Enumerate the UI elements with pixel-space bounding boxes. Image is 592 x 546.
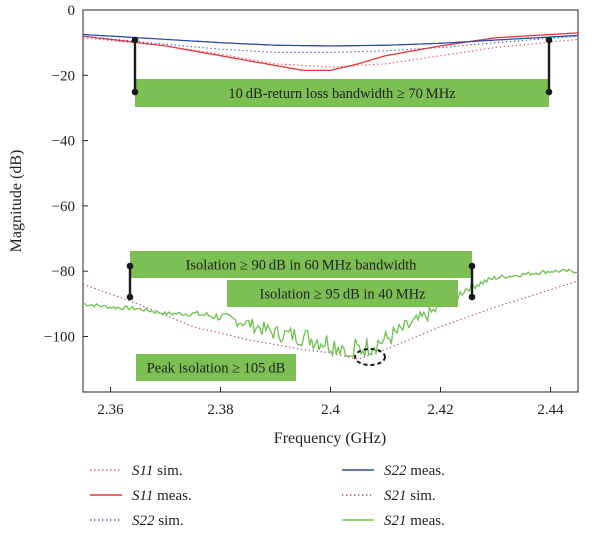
y-tick-label: −40 — [52, 134, 75, 150]
series-s21-meas — [82, 268, 579, 358]
series-s22-sim — [82, 35, 579, 53]
x-tick-label: 2.44 — [537, 402, 564, 418]
annotation-box — [227, 280, 458, 307]
marker-dot — [131, 36, 139, 44]
annotation-text: Isolation ≥ 95 dB in 40 MHz — [259, 287, 426, 303]
x-tick-label: 2.42 — [427, 402, 453, 418]
y-tick-label: −60 — [52, 199, 75, 215]
curves — [82, 32, 579, 360]
legend: S11 sim. S22 meas. S11 meas. S21 sim. S22 si… — [90, 463, 445, 529]
x-tick-label: 2.4 — [321, 402, 340, 418]
annotation-box — [135, 79, 549, 107]
series-s11-meas — [82, 32, 579, 72]
annotation-text: Peak isolation ≥ 105 dB — [147, 361, 286, 377]
x-axis-label: Frequency (GHz) — [274, 430, 386, 447]
y-tick-label: −100 — [44, 329, 75, 345]
marker-dot — [468, 262, 476, 270]
plot-frame — [82, 9, 579, 393]
series-s21-sim — [82, 280, 579, 360]
x-tick-label: 2.38 — [207, 402, 233, 418]
legend-label: S11 sim. — [132, 463, 183, 479]
y-tick-label: −20 — [52, 68, 75, 84]
x-tick-label: 2.36 — [97, 402, 124, 418]
legend-label: S21 sim. — [384, 488, 436, 504]
legend-label: S21 meas. — [384, 513, 445, 529]
legend-label: S11 meas. — [132, 488, 192, 504]
annotation-box — [136, 354, 296, 381]
marker-dot — [545, 36, 553, 44]
y-tick-label: −80 — [52, 264, 75, 280]
y-axis-ticks: 0 −20 −40 −60 −80 −100 — [44, 3, 88, 345]
marker-dot — [545, 88, 553, 96]
legend-label: S22 meas. — [384, 463, 445, 479]
y-axis-label: Magnitude (dB) — [8, 150, 25, 253]
annotations: 10 dB-return loss bandwidth ≥ 70 MHz Isol… — [126, 36, 553, 381]
x-axis-ticks: 2.36 2.38 2.4 2.42 2.44 — [97, 387, 564, 418]
marker-dot — [126, 293, 134, 301]
annotation-text: 10 dB-return loss bandwidth ≥ 70 MHz — [228, 86, 456, 102]
annotation-text: Isolation ≥ 90 dB in 60 MHz bandwidth — [186, 258, 418, 274]
peak-isolation-ellipse — [354, 348, 386, 366]
marker-dot — [468, 293, 476, 301]
marker-dot — [131, 88, 139, 96]
marker-dot — [126, 262, 134, 270]
series-s22-meas — [82, 33, 579, 47]
legend-label: S22 sim. — [132, 513, 184, 529]
annotation-box — [130, 251, 472, 278]
y-tick-label: 0 — [68, 3, 76, 19]
